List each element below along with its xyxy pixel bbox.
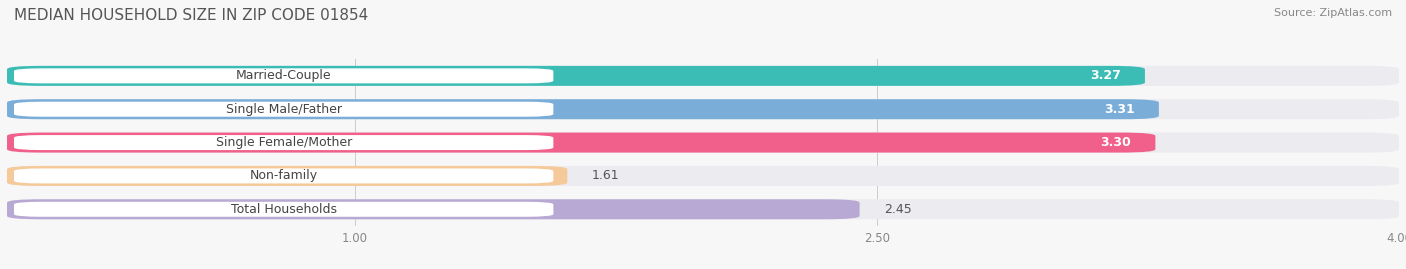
FancyBboxPatch shape (14, 202, 554, 217)
Text: Single Male/Father: Single Male/Father (226, 103, 342, 116)
Text: 2.45: 2.45 (884, 203, 911, 216)
Text: Single Female/Mother: Single Female/Mother (215, 136, 352, 149)
Text: Non-family: Non-family (250, 169, 318, 182)
Text: 3.27: 3.27 (1090, 69, 1121, 82)
Text: Total Households: Total Households (231, 203, 336, 216)
FancyBboxPatch shape (7, 166, 1399, 186)
Text: 3.31: 3.31 (1104, 103, 1135, 116)
Text: Married-Couple: Married-Couple (236, 69, 332, 82)
FancyBboxPatch shape (14, 68, 554, 83)
FancyBboxPatch shape (7, 166, 567, 186)
FancyBboxPatch shape (7, 199, 1399, 219)
FancyBboxPatch shape (7, 133, 1399, 153)
FancyBboxPatch shape (7, 99, 1159, 119)
FancyBboxPatch shape (14, 168, 554, 183)
FancyBboxPatch shape (14, 102, 554, 117)
FancyBboxPatch shape (7, 133, 1156, 153)
Text: 3.30: 3.30 (1101, 136, 1130, 149)
FancyBboxPatch shape (7, 199, 859, 219)
FancyBboxPatch shape (7, 99, 1399, 119)
FancyBboxPatch shape (7, 66, 1399, 86)
Text: 1.61: 1.61 (592, 169, 619, 182)
FancyBboxPatch shape (7, 66, 1144, 86)
Text: Source: ZipAtlas.com: Source: ZipAtlas.com (1274, 8, 1392, 18)
FancyBboxPatch shape (14, 135, 554, 150)
Text: MEDIAN HOUSEHOLD SIZE IN ZIP CODE 01854: MEDIAN HOUSEHOLD SIZE IN ZIP CODE 01854 (14, 8, 368, 23)
